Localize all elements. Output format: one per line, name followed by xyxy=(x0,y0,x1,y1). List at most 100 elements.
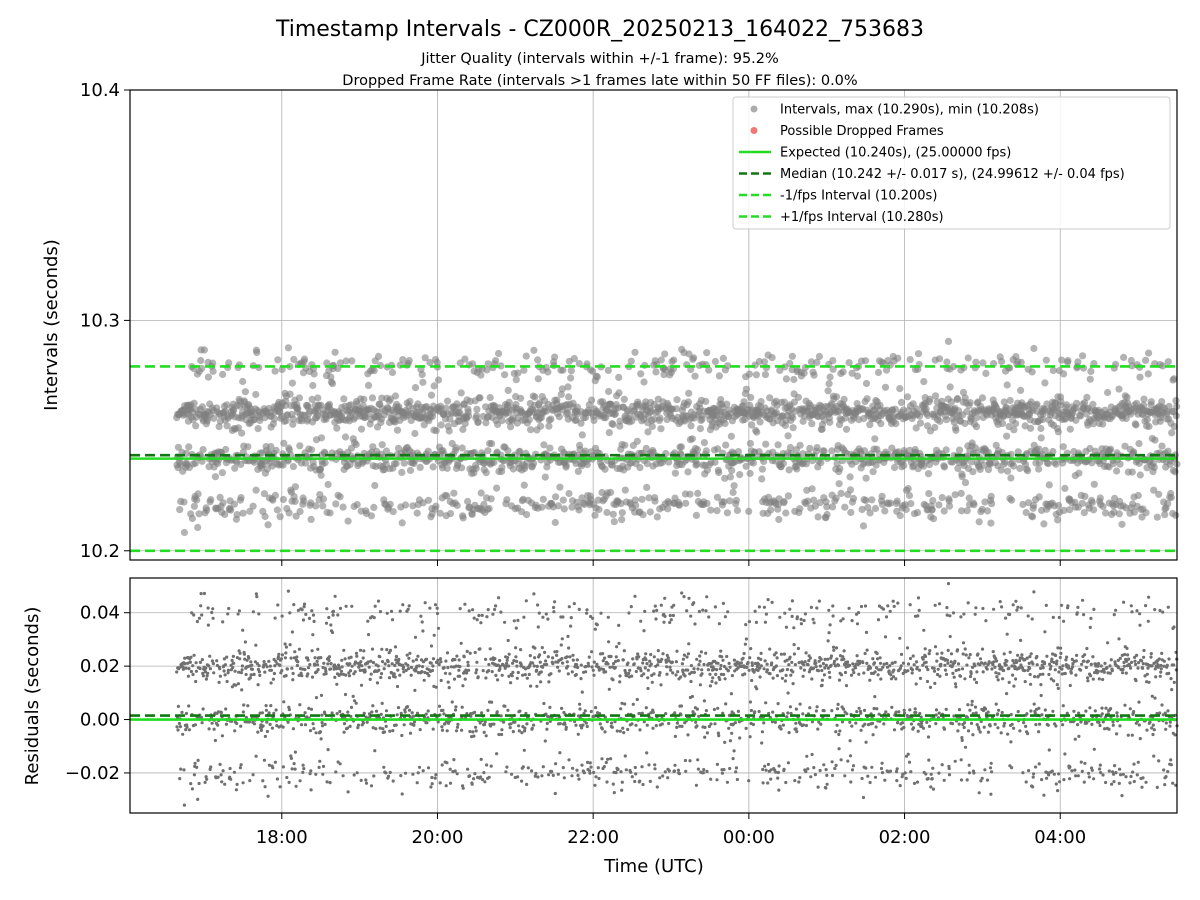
residual-point xyxy=(201,707,205,711)
residual-point xyxy=(438,781,442,785)
interval-point xyxy=(745,507,753,515)
residual-point xyxy=(273,616,277,620)
residual-point xyxy=(283,656,287,660)
residual-point xyxy=(575,663,579,667)
residual-point xyxy=(210,610,214,615)
residual-point xyxy=(226,612,230,616)
interval-point xyxy=(1003,432,1011,440)
interval-point xyxy=(793,465,801,473)
residual-point xyxy=(593,627,597,631)
residual-point xyxy=(795,730,799,734)
interval-point xyxy=(978,394,987,402)
residual-point xyxy=(522,615,526,619)
residual-point xyxy=(638,779,642,783)
residual-point xyxy=(685,609,689,613)
legend-label-1: Possible Dropped Frames xyxy=(780,124,944,139)
interval-point xyxy=(897,398,906,406)
residual-point xyxy=(263,670,267,674)
residual-point xyxy=(817,599,822,603)
residual-point xyxy=(463,677,467,681)
residual-point xyxy=(184,666,188,670)
residual-point xyxy=(222,669,226,673)
residual-point xyxy=(618,674,622,678)
residual-point xyxy=(723,615,728,619)
residual-point xyxy=(798,702,802,706)
residual-point xyxy=(552,605,556,610)
residual-point xyxy=(695,724,699,728)
residual-point xyxy=(718,677,722,682)
interval-point xyxy=(324,480,332,489)
residual-point xyxy=(364,781,369,785)
residual-point xyxy=(753,710,757,714)
residual-point xyxy=(339,669,344,673)
residual-point xyxy=(621,726,625,730)
interval-point xyxy=(677,443,686,451)
residual-point xyxy=(288,611,292,615)
interval-point xyxy=(271,491,279,499)
residual-point xyxy=(642,672,646,676)
interval-point xyxy=(729,488,737,496)
interval-point xyxy=(564,383,572,391)
residual-point xyxy=(510,674,514,678)
residual-point xyxy=(782,652,787,656)
interval-point xyxy=(863,395,871,403)
interval-point xyxy=(786,444,795,452)
residual-point xyxy=(570,774,574,778)
interval-point xyxy=(458,464,466,472)
residual-point xyxy=(604,670,608,674)
residual-point xyxy=(770,661,774,665)
interval-point xyxy=(935,501,943,509)
residual-point xyxy=(406,607,410,611)
residual-point xyxy=(383,662,387,666)
interval-point xyxy=(661,350,669,358)
residual-point xyxy=(801,723,806,727)
residual-point xyxy=(339,672,343,676)
residual-point xyxy=(204,666,208,670)
interval-point xyxy=(194,523,202,532)
residual-point xyxy=(281,765,285,769)
residual-point xyxy=(177,721,181,726)
interval-point xyxy=(973,413,981,422)
residual-point xyxy=(735,777,740,782)
residual-point xyxy=(647,763,651,767)
interval-point xyxy=(336,359,345,367)
residual-point xyxy=(318,730,323,734)
residual-point xyxy=(255,595,259,599)
interval-point xyxy=(896,511,904,520)
residual-point xyxy=(613,666,617,670)
interval-point xyxy=(782,375,791,383)
residual-point xyxy=(585,724,589,729)
residual-point xyxy=(364,778,368,782)
residual-point xyxy=(227,606,231,611)
residual-point xyxy=(366,633,371,637)
interval-point xyxy=(509,465,517,473)
residual-point xyxy=(642,629,646,633)
residual-point xyxy=(762,667,766,671)
interval-point xyxy=(749,459,758,467)
residual-point xyxy=(310,675,315,679)
residual-point xyxy=(631,702,635,706)
residual-point xyxy=(262,660,266,664)
interval-point xyxy=(555,413,563,421)
residual-point xyxy=(274,708,278,712)
residual-point xyxy=(241,781,245,785)
residual-point xyxy=(291,671,295,676)
interval-point xyxy=(942,446,950,454)
interval-point xyxy=(567,367,575,375)
residual-point xyxy=(430,775,434,780)
residual-point xyxy=(216,775,220,779)
residual-point xyxy=(348,662,352,666)
residual-point xyxy=(609,757,613,761)
residual-point xyxy=(645,723,649,727)
interval-point xyxy=(1140,395,1148,403)
residual-point xyxy=(816,727,820,731)
interval-point xyxy=(604,366,612,374)
interval-point xyxy=(810,496,818,504)
residual-point xyxy=(523,726,527,730)
residual-point xyxy=(402,723,406,727)
residual-point xyxy=(480,711,484,715)
residual-point xyxy=(393,675,397,679)
residual-point xyxy=(379,675,383,680)
residual-point xyxy=(412,723,416,727)
interval-point xyxy=(632,501,640,510)
